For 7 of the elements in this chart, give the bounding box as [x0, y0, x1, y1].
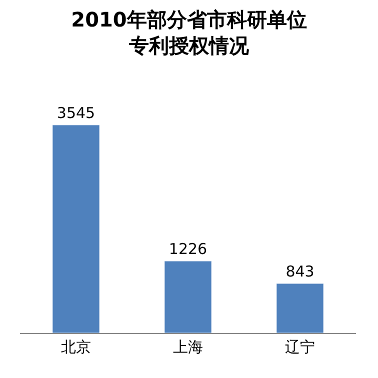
x-tick-label: 北京 [61, 338, 91, 356]
chart-title: 2010年部分省市科研单位专利授权情况 [71, 7, 307, 58]
data-label: 3545 [56, 104, 96, 122]
x-tick-label: 上海 [173, 338, 203, 356]
data-label: 843 [286, 262, 314, 281]
data-label: 1226 [168, 240, 208, 258]
x-tick-label: 辽宁 [285, 338, 315, 356]
